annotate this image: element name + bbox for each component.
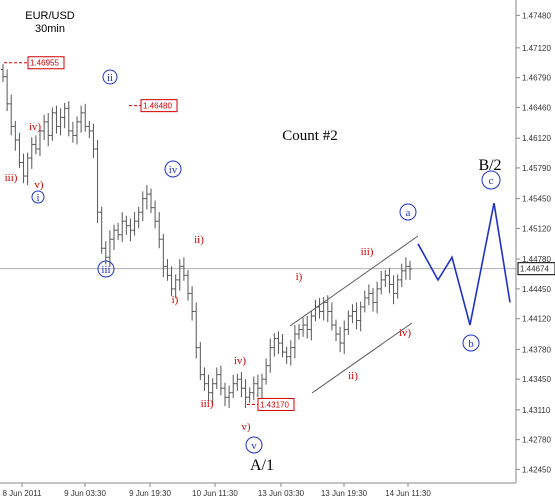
wave-label-blue: iv <box>169 164 178 176</box>
channel-lower-line <box>311 322 413 394</box>
price-level-label: 1.43170 <box>260 400 289 409</box>
price-tick-label: 1.47480 <box>522 11 551 20</box>
price-tick-label: 1.44450 <box>522 285 551 294</box>
degree-label: B/2 <box>478 157 501 174</box>
wave-label-red: v) <box>241 421 251 433</box>
degree-label: A/1 <box>250 457 274 474</box>
wave-label-blue: iii <box>101 264 110 276</box>
price-tick-label: 1.44120 <box>522 315 551 324</box>
projection-path <box>417 202 511 326</box>
wave-label-blue: a <box>406 207 411 219</box>
time-tick-label: 9 Jun 03:30 <box>64 489 106 498</box>
wave-label-red: i) <box>172 294 179 306</box>
chart-subtitle: 30min <box>35 23 65 35</box>
price-tick-label: 1.43110 <box>522 406 551 415</box>
wave-label-red: iv) <box>399 327 412 339</box>
wave-label-red: iv) <box>29 121 42 133</box>
annotation-layer: 1.469551.464801.43170iii)iv)v)ii)i)iv)ii… <box>4 56 502 474</box>
wave-label-red: i) <box>296 271 303 283</box>
wave-label-blue: ii <box>107 72 113 84</box>
time-tick-label: 13 Jun 19:30 <box>321 489 368 498</box>
price-tick-label: 1.42780 <box>522 436 551 445</box>
wave-label-red: iii) <box>361 246 374 258</box>
current-price-label: 1.44674 <box>520 265 549 274</box>
price-level-label: 1.46480 <box>143 102 172 111</box>
wave-label-red: iii) <box>201 398 214 410</box>
wave-circle-blue <box>97 260 115 278</box>
price-level-box <box>140 99 178 113</box>
price-level-label: 1.46955 <box>30 59 59 68</box>
time-tick-label: 9 Jun 19:30 <box>129 489 171 498</box>
wave-label-red: ii) <box>194 234 204 246</box>
price-tick-label: 1.47120 <box>522 44 551 53</box>
current-price-box <box>517 262 555 276</box>
wave-label-red: v) <box>34 179 44 191</box>
wave-circle-blue <box>245 436 263 454</box>
price-tick-label: 1.45120 <box>522 224 551 233</box>
wave-label-red: ii) <box>348 370 358 382</box>
wave-circle-blue <box>462 334 480 352</box>
price-tick-label: 1.44780 <box>522 255 551 264</box>
price-tick-label: 1.46120 <box>522 134 551 143</box>
channel-upper-line <box>289 235 419 327</box>
wave-label-blue: i <box>36 192 39 204</box>
price-tick-label: 1.45790 <box>522 164 551 173</box>
wave-circle-blue <box>399 203 417 221</box>
price-tick-label: 1.45450 <box>522 195 551 204</box>
time-tick-label: 14 Jun 11:30 <box>385 489 431 498</box>
time-tick-label: 8 Jun 2011 <box>3 489 43 498</box>
wave-label-blue: c <box>489 175 494 187</box>
chart-title: EUR/USD <box>25 10 75 22</box>
wave-label-blue: v <box>251 440 257 452</box>
price-level-box <box>27 56 65 70</box>
wave-label-red: iv) <box>234 355 247 367</box>
price-level-box <box>257 397 295 411</box>
price-tick-label: 1.43780 <box>522 345 551 354</box>
wave-label-blue: b <box>468 338 474 350</box>
price-tick-label: 1.46790 <box>522 74 551 83</box>
count-annotation: Count #2 <box>282 128 337 144</box>
time-tick-label: 10 Jun 11:30 <box>192 489 238 498</box>
price-series <box>1 64 511 409</box>
wave-label-red: iii) <box>5 172 18 184</box>
wave-circle-blue <box>481 170 501 190</box>
price-tick-label: 1.42450 <box>522 465 551 474</box>
wave-circle-blue <box>102 69 118 85</box>
wave-circle-blue <box>31 190 45 204</box>
price-tick-label: 1.43450 <box>522 375 551 384</box>
price-tick-label: 1.46460 <box>522 103 551 112</box>
time-tick-label: 13 Jun 03:30 <box>258 489 305 498</box>
wave-circle-blue <box>164 160 182 178</box>
